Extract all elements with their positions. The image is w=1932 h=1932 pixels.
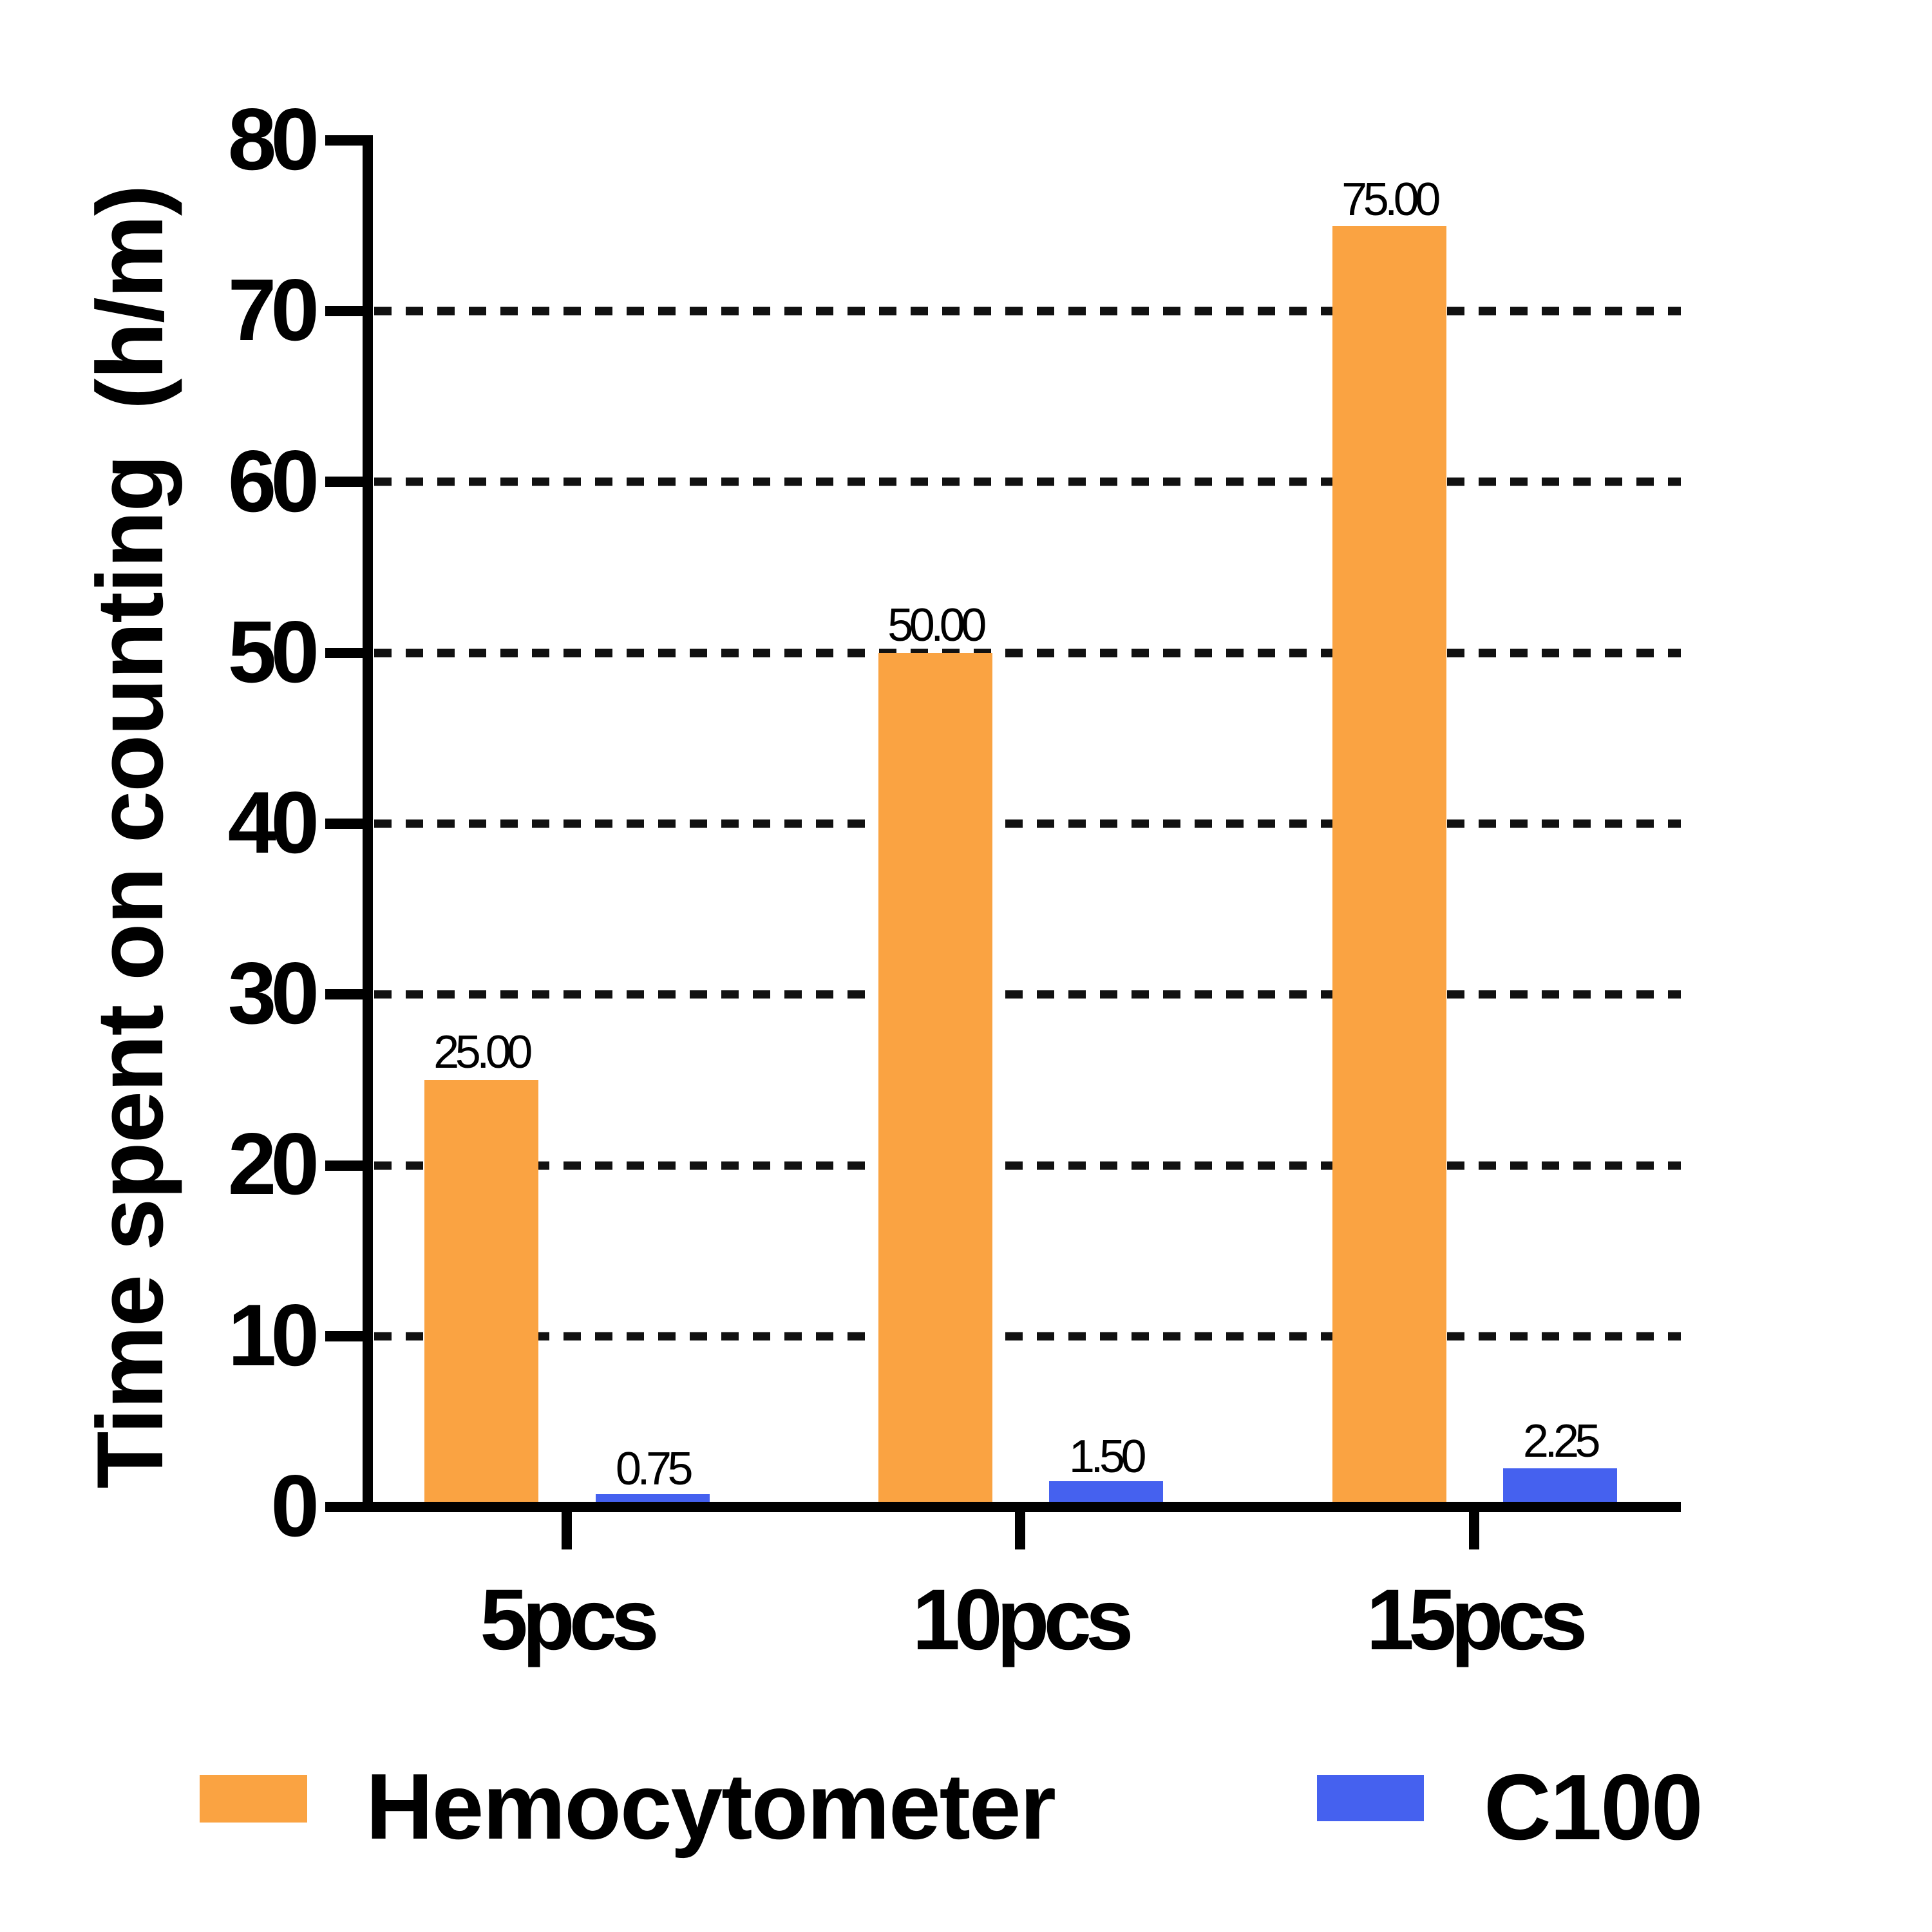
svg-text:40: 40 [228,773,317,871]
svg-text:1.50: 1.50 [1069,1431,1146,1482]
svg-text:0.75: 0.75 [616,1443,692,1495]
svg-text:80: 80 [228,90,317,188]
svg-text:60: 60 [228,432,317,530]
svg-text:2.25: 2.25 [1523,1416,1600,1467]
svg-text:C100: C100 [1484,1755,1702,1859]
svg-text:75.00: 75.00 [1341,174,1439,225]
svg-text:20: 20 [228,1115,317,1213]
svg-text:Time spent on counting (h/m): Time spent on counting (h/m) [77,185,182,1488]
svg-text:10pcs: 10pcs [913,1572,1131,1668]
svg-text:10: 10 [228,1286,317,1384]
svg-text:25.00: 25.00 [433,1027,531,1078]
svg-text:50: 50 [228,603,317,701]
svg-text:15pcs: 15pcs [1367,1572,1585,1668]
svg-text:5pcs: 5pcs [480,1572,656,1668]
svg-text:70: 70 [228,261,317,359]
svg-text:30: 30 [228,944,317,1042]
svg-text:0: 0 [270,1457,316,1555]
svg-text:Hemocytometer: Hemocytometer [366,1754,1055,1859]
svg-text:50.00: 50.00 [887,600,985,651]
